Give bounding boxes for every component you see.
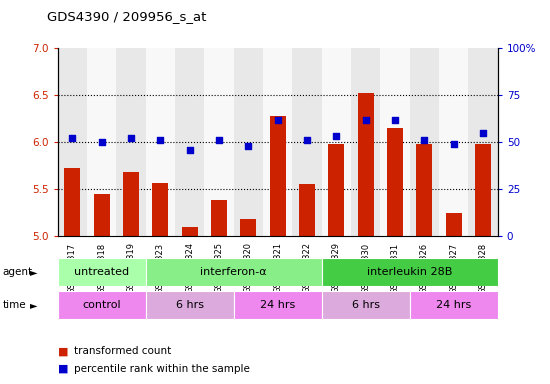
Bar [64, 169, 80, 236]
Bar [410, 48, 439, 236]
Text: ►: ► [30, 300, 38, 310]
Bar [358, 93, 374, 236]
FancyBboxPatch shape [146, 258, 322, 286]
Point [420, 137, 429, 143]
Bar [469, 48, 498, 236]
Text: ■: ■ [58, 364, 68, 374]
Bar [322, 48, 351, 236]
Bar [446, 213, 462, 236]
Bar [299, 184, 315, 236]
FancyBboxPatch shape [234, 291, 322, 319]
Text: untreated: untreated [74, 267, 129, 277]
Text: ■: ■ [58, 346, 68, 356]
Bar [211, 200, 227, 236]
Text: 6 hrs: 6 hrs [352, 300, 379, 310]
FancyBboxPatch shape [146, 291, 234, 319]
Bar [234, 48, 263, 236]
Bar [439, 48, 469, 236]
Point [478, 130, 487, 136]
Bar [351, 48, 381, 236]
Point [302, 137, 311, 143]
Bar [94, 194, 110, 236]
FancyBboxPatch shape [410, 291, 498, 319]
FancyBboxPatch shape [58, 258, 146, 286]
Text: ►: ► [30, 267, 38, 277]
Bar [152, 184, 168, 236]
Point [97, 139, 106, 145]
Point [449, 141, 458, 147]
Point [361, 116, 370, 122]
Text: agent: agent [3, 267, 33, 277]
Point [156, 137, 165, 143]
Bar [123, 172, 139, 236]
Bar [293, 48, 322, 236]
Bar [146, 48, 175, 236]
Bar [175, 48, 205, 236]
Bar [87, 48, 117, 236]
Point [68, 135, 77, 141]
Point [273, 116, 282, 122]
FancyBboxPatch shape [58, 291, 146, 319]
Point [214, 137, 223, 143]
Point [390, 116, 399, 122]
Text: control: control [82, 300, 121, 310]
Point [244, 143, 253, 149]
Text: percentile rank within the sample: percentile rank within the sample [74, 364, 250, 374]
Text: 24 hrs: 24 hrs [436, 300, 471, 310]
Bar [475, 144, 491, 236]
Bar [387, 128, 403, 236]
FancyBboxPatch shape [322, 258, 498, 286]
Point [185, 147, 194, 153]
Bar [117, 48, 146, 236]
Text: 6 hrs: 6 hrs [176, 300, 204, 310]
Bar [182, 227, 198, 236]
Bar [205, 48, 234, 236]
Text: transformed count: transformed count [74, 346, 172, 356]
Bar [58, 48, 87, 236]
Bar [240, 219, 256, 236]
FancyBboxPatch shape [322, 291, 410, 319]
Point [126, 135, 135, 141]
Bar [416, 144, 432, 236]
Bar [270, 116, 286, 236]
Text: interferon-α: interferon-α [200, 267, 267, 277]
Bar [263, 48, 293, 236]
Text: interleukin 28B: interleukin 28B [367, 267, 453, 277]
Text: time: time [3, 300, 26, 310]
Bar [381, 48, 410, 236]
Text: GDS4390 / 209956_s_at: GDS4390 / 209956_s_at [47, 10, 206, 23]
Text: 24 hrs: 24 hrs [260, 300, 295, 310]
Bar [328, 144, 344, 236]
Point [332, 133, 341, 139]
